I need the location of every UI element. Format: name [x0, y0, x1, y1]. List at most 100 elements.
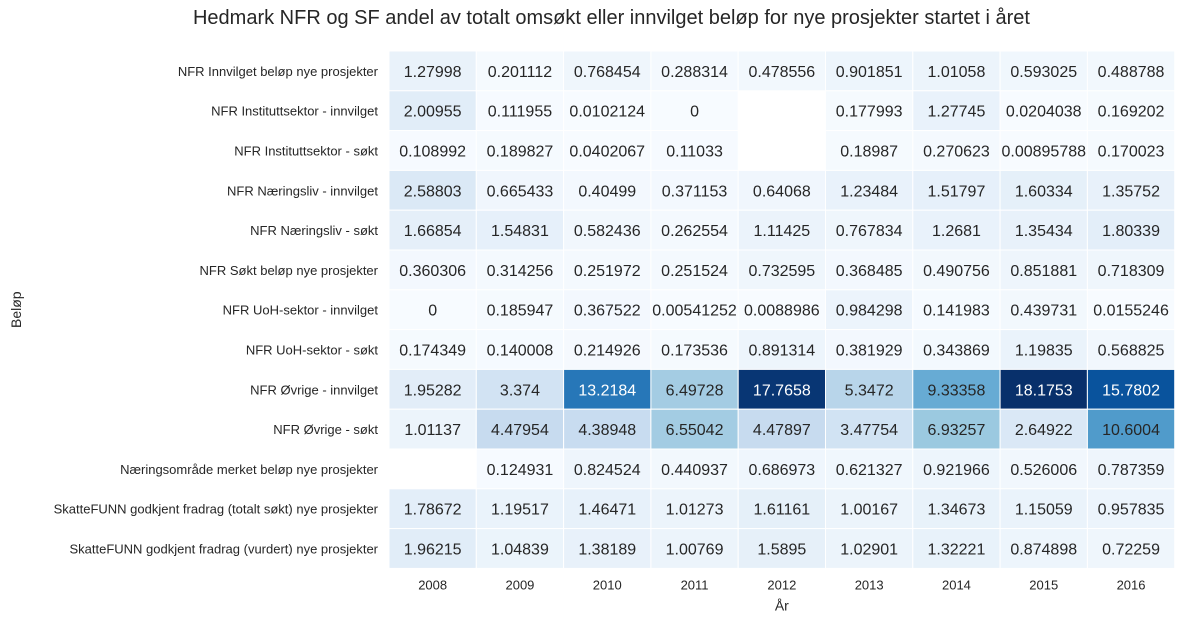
heatmap-cell [825, 130, 914, 171]
heatmap-cell-value: 0.288314 [661, 64, 728, 81]
x-tick-label: 2013 [855, 577, 884, 592]
heatmap-cell [825, 50, 914, 92]
y-tick-label: NFR Instituttsektor - innvilget [211, 104, 378, 119]
heatmap-cell-value: 0.64068 [753, 183, 811, 200]
x-axis-label: År [775, 597, 789, 613]
heatmap-cell-value: 0.874898 [1010, 542, 1077, 559]
x-tick-label: 2010 [593, 577, 622, 592]
heatmap-cell-value: 0.314256 [487, 263, 554, 280]
heatmap-cell-value: 2.64922 [1015, 422, 1073, 439]
heatmap-cell-value: 6.49728 [666, 382, 724, 399]
heatmap-cell-value: 1.11425 [754, 223, 811, 240]
x-tick-label: 2016 [1117, 577, 1146, 592]
heatmap-cell-value: 1.66854 [404, 223, 462, 240]
heatmap-cell [563, 169, 652, 211]
heatmap-cell-value: 0.851881 [1010, 263, 1077, 280]
heatmap-cell [563, 289, 652, 331]
heatmap-cell [999, 329, 1088, 370]
heatmap-cell-value: 1.00769 [666, 542, 724, 559]
heatmap-cell [912, 50, 1001, 92]
heatmap-cell [1086, 488, 1176, 530]
heatmap-cell [388, 289, 477, 331]
heatmap-cell [999, 209, 1088, 251]
heatmap-cell-value: 4.47897 [753, 422, 811, 439]
x-tick-labels: 2008 2009 2010 2011 2012 2013 2014 2015 2016 [418, 577, 1145, 592]
heatmap-cell [650, 90, 739, 132]
heatmap-cell-value: 1.60334 [1015, 183, 1073, 200]
heatmap-cell-value: 0.251524 [661, 263, 728, 280]
heatmap-cell-value: 0.00541252 [652, 303, 737, 320]
heatmap-cell-value: 0.214926 [574, 343, 641, 360]
heatmap-cell-value: 1.96215 [404, 542, 462, 559]
heatmap-cell [999, 50, 1088, 92]
heatmap-cell-value: 17.7658 [753, 382, 811, 399]
heatmap-cell [1086, 130, 1176, 171]
heatmap-cell-value: 1.46471 [578, 502, 636, 519]
y-tick-label: NFR Næringsliv - søkt [250, 223, 378, 238]
heatmap-cell-value: 0.768454 [574, 64, 641, 81]
heatmap-cell-value: 1.01137 [404, 422, 461, 439]
heatmap-cell [475, 289, 565, 331]
heatmap-cell-value: 0.201112 [488, 64, 552, 81]
x-tick-label: 2008 [418, 577, 447, 592]
heatmap-cell [825, 289, 914, 331]
heatmap-cell-value: 0.40499 [578, 183, 636, 200]
y-tick-label: NFR Instituttsektor - søkt [234, 144, 378, 159]
heatmap-cell [912, 289, 1001, 331]
y-tick-label: NFR Innvilget beløp nye prosjekter [178, 64, 379, 79]
y-tick-label: NFR UoH-sektor - søkt [246, 343, 379, 358]
x-tick-label: 2009 [505, 577, 534, 592]
heatmap-cell [388, 130, 477, 171]
heatmap-cell [388, 249, 477, 291]
heatmap-cell-value: 6.93257 [928, 422, 986, 439]
heatmap-cell-value: 3.374 [500, 382, 540, 399]
heatmap-cell-value: 0.368485 [836, 263, 903, 280]
heatmap-cell-value: 0.0102124 [569, 104, 645, 121]
heatmap-cell [1086, 368, 1176, 410]
heatmap-cell-value: 1.38189 [578, 542, 636, 559]
y-tick-label: NFR UoH-sektor - innvilget [223, 303, 379, 318]
heatmap-cell [737, 249, 827, 291]
heatmap-cell [1086, 408, 1176, 450]
heatmap-cell [912, 368, 1001, 410]
heatmap-cells: 1.27998 0.201112 0.768454 0.288314 0.478556 0… [388, 50, 1176, 569]
heatmap-cell [650, 329, 739, 370]
heatmap-cell-value: 0.0088986 [744, 303, 820, 320]
heatmap-cell-value: 1.19517 [491, 502, 549, 519]
heatmap-cell-value: 0.174349 [399, 343, 466, 360]
heatmap-cell-value: 0.251972 [574, 263, 641, 280]
heatmap-cell [912, 90, 1001, 132]
heatmap-cell-value: 0.957835 [1098, 502, 1165, 519]
heatmap-cell-value: 0.824524 [574, 462, 641, 479]
heatmap-cell-value: 0.891314 [748, 343, 815, 360]
heatmap-cell-value: 0.124931 [487, 462, 554, 479]
heatmap-cell-value: 0.18987 [840, 144, 898, 161]
heatmap-cell-value: 0.901851 [836, 64, 903, 81]
heatmap-cell-value: 0 [428, 303, 437, 320]
heatmap-cell [388, 528, 477, 569]
heatmap-cell-value: 1.54831 [491, 223, 549, 240]
heatmap-cell-value: 0.170023 [1098, 144, 1165, 161]
heatmap-cell-value: 0.108992 [399, 144, 466, 161]
y-tick-label: NFR Næringsliv - innvilget [227, 183, 378, 198]
heatmap-cell-value: 0.11033 [666, 144, 723, 161]
heatmap-cell-value: 0.72259 [1102, 542, 1160, 559]
heatmap-cell-value: 1.04839 [491, 542, 549, 559]
heatmap-cell-value: 0.00895788 [1001, 144, 1086, 161]
heatmap-cell [1086, 50, 1176, 92]
x-tick-label: 2014 [942, 577, 971, 592]
heatmap-cell [650, 488, 739, 530]
heatmap-cell-value: 0.371153 [662, 183, 728, 200]
heatmap-cell [912, 448, 1001, 490]
heatmap-cell-value: 1.23484 [840, 183, 898, 200]
heatmap-cell-value: 0.189827 [487, 144, 554, 161]
heatmap-cell [388, 488, 477, 530]
heatmap-cell [825, 528, 914, 569]
y-axis-label: Beløp [8, 291, 24, 328]
chart-title: Hedmark NFR og SF andel av totalt omsøkt… [192, 7, 1030, 29]
heatmap-cell [825, 329, 914, 370]
heatmap-cell-value: 1.80339 [1102, 223, 1160, 240]
heatmap-cell-value: 0.478556 [748, 64, 815, 81]
y-tick-label: SkatteFUNN godkjent fradrag (vurdert) ny… [69, 542, 378, 557]
